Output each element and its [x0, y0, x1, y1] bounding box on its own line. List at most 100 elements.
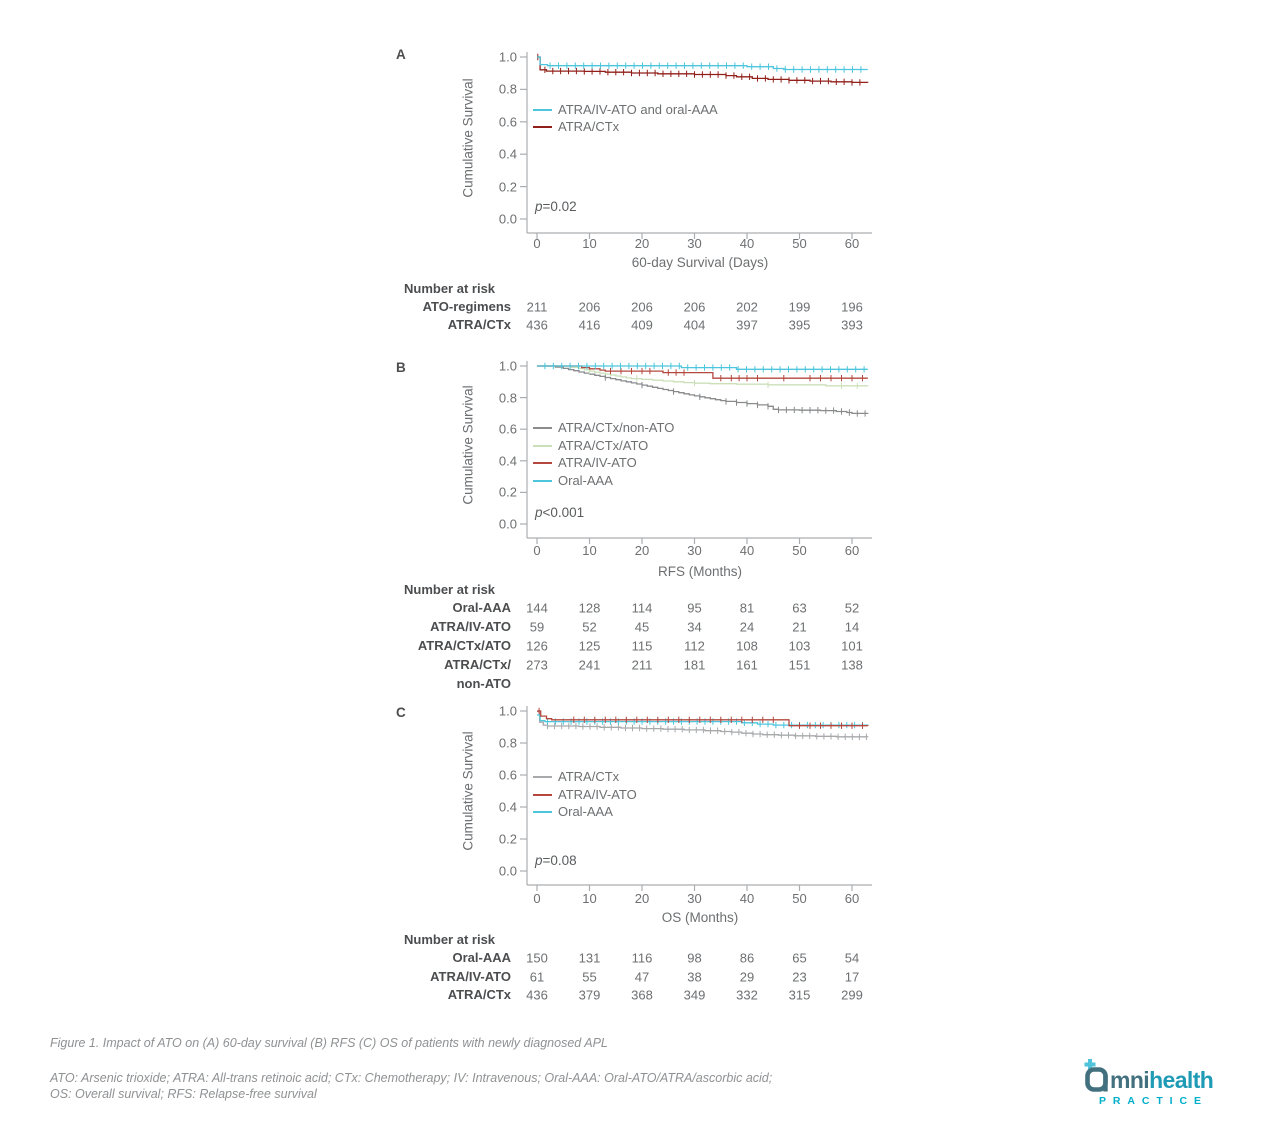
legend-swatch: [533, 793, 552, 796]
y-tick-label: 1.0: [498, 49, 517, 65]
panel-2-axes: [526, 706, 872, 886]
legend-swatch: [533, 109, 552, 111]
omnihealth-logo-wordmark: mni health: [1083, 1059, 1223, 1092]
x-tick-label: 10: [582, 236, 597, 251]
risk-value: 45: [634, 619, 650, 635]
risk-value: 61: [529, 969, 545, 985]
legend-swatch: [533, 462, 552, 464]
panel-c-xlabel: OS (Months): [661, 910, 739, 925]
risk-value: 161: [736, 657, 758, 673]
panel-b-p-number: <0.001: [542, 505, 585, 520]
risk-value: 21: [792, 619, 807, 635]
risk-value: 368: [631, 987, 653, 1003]
panel-c-pvalue: p=0.08: [535, 853, 577, 868]
x-tick-label: 30: [687, 236, 702, 251]
y-tick-label: 0.0: [498, 516, 517, 532]
risk-value: 395: [788, 317, 811, 333]
logo-text-prefix: mni: [1110, 1067, 1150, 1093]
panel-a-ylabel: Cumulative Survival: [460, 78, 476, 198]
risk-value: 211: [631, 657, 653, 673]
x-tick-label: 0: [533, 543, 541, 558]
legend-label: ATRA/IV-ATO: [558, 455, 637, 470]
risk-value: 202: [736, 299, 758, 315]
legend-swatch: [533, 811, 552, 813]
x-tick-label: 20: [634, 236, 650, 251]
omnihealth-logo-glyph-icon: [1084, 1059, 1108, 1092]
panel-a-p-symbol: p: [535, 199, 543, 214]
risk-value: 95: [687, 600, 702, 616]
y-tick-label: 0.2: [498, 179, 517, 195]
legend-swatch: [533, 444, 552, 447]
panel-b-p-symbol: p: [535, 505, 543, 520]
risk-value: 404: [683, 317, 706, 333]
risk-row-label: ATRA/CTx: [447, 987, 511, 1002]
risk-value: 150: [526, 950, 548, 966]
km-curve-ATRA/IV-ATO and oral-AAA: [537, 56, 868, 71]
risk-value: 349: [683, 987, 706, 1003]
risk-value: 211: [526, 299, 548, 315]
risk-value: 103: [788, 638, 811, 654]
x-tick-label: 50: [792, 891, 807, 906]
y-tick-label: 1.0: [498, 358, 517, 374]
panel-c-p-number: =0.08: [542, 853, 577, 868]
x-tick-label: 30: [687, 543, 702, 558]
x-tick-label: 10: [582, 543, 597, 558]
x-tick-label: 20: [634, 891, 650, 906]
risk-value: 206: [631, 299, 653, 315]
risk-value: 241: [578, 657, 601, 673]
censor-marks-ATRA/CTx: [547, 722, 867, 740]
risk-value: 206: [578, 299, 601, 315]
panel-c-ylabel: Cumulative Survival: [460, 731, 476, 851]
risk-value: 393: [841, 317, 863, 333]
panel-b-ylabel: Cumulative Survival: [460, 385, 476, 505]
risk-row-label: ATRA/CTx/ non-ATO: [444, 657, 511, 691]
panel-a-p-number: =0.02: [542, 199, 577, 214]
x-tick-label: 60: [844, 236, 860, 251]
risk-value: 273: [526, 657, 548, 673]
risk-row-label: Oral-AAA: [452, 950, 511, 965]
risk-value: 332: [736, 987, 758, 1003]
panel-b-xlabel: RFS (Months): [657, 564, 743, 579]
risk-value: 379: [578, 987, 601, 1003]
x-tick-label: 40: [739, 236, 755, 251]
risk-value: 59: [529, 619, 545, 635]
risk-value: 114: [631, 600, 653, 616]
censor-marks-ATRA/IV-ATO: [538, 707, 863, 729]
x-tick-label: 0: [533, 891, 541, 906]
risk-value: 98: [687, 950, 702, 966]
y-tick-label: 0.8: [498, 735, 517, 751]
risk-value: 196: [841, 299, 863, 315]
risk-value: 86: [739, 950, 755, 966]
panel-1-axes: [526, 361, 872, 539]
risk-value: 52: [582, 619, 597, 635]
risk-value: 199: [788, 299, 811, 315]
x-tick-label: 0: [533, 236, 541, 251]
risk-value: 81: [739, 600, 755, 616]
risk-value: 52: [844, 600, 860, 616]
risk-value: 101: [841, 638, 863, 654]
risk-value: 436: [526, 987, 548, 1003]
risk-value: 151: [788, 657, 811, 673]
panel-c-p-symbol: p: [535, 853, 543, 868]
risk-value: 65: [792, 950, 807, 966]
censor-marks-ATRA/IV-ATO: [610, 367, 863, 382]
panel-b-risk-header: Number at risk: [404, 582, 496, 597]
x-tick-label: 40: [739, 543, 755, 558]
risk-value: 181: [683, 657, 706, 673]
panel-a-risk-header: Number at risk: [404, 281, 496, 296]
legend-swatch: [533, 126, 552, 128]
risk-value: 108: [736, 638, 758, 654]
y-tick-label: 0.0: [498, 863, 517, 879]
risk-value: 416: [578, 317, 601, 333]
legend-label: ATRA/CTx: [558, 769, 620, 784]
risk-value: 47: [634, 969, 650, 985]
km-curve-ATRA/IV-ATO: [537, 365, 868, 379]
risk-value: 23: [792, 969, 807, 985]
y-tick-label: 0.2: [498, 484, 517, 500]
y-tick-label: 0.4: [498, 453, 517, 469]
km-curve-ATRA/IV-ATO: [537, 710, 869, 727]
risk-value: 138: [841, 657, 863, 673]
legend-swatch: [533, 776, 552, 778]
panel-a-pvalue: p=0.02: [535, 199, 577, 214]
